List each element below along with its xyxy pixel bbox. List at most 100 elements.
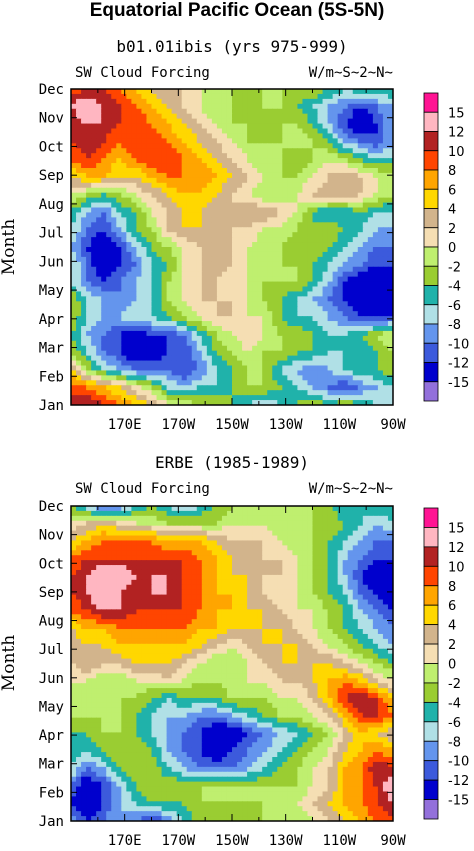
contour-cell <box>297 89 304 95</box>
contour-cell <box>96 535 102 542</box>
contour-cell <box>76 261 82 268</box>
contour-cell <box>121 301 127 307</box>
contour-cell <box>171 123 178 130</box>
contour-cell <box>277 365 283 372</box>
contour-cell <box>307 158 314 164</box>
contour-cell <box>252 395 258 401</box>
contour-cell <box>347 153 354 159</box>
contour-cell <box>367 192 374 199</box>
contour-cell <box>191 525 198 532</box>
contour-cell <box>176 380 183 386</box>
contour-cell <box>146 306 153 312</box>
contour-cell <box>282 380 288 386</box>
contour-cell <box>382 128 389 135</box>
contour-cell <box>131 232 138 238</box>
contour-cell <box>186 98 193 105</box>
contour-cell <box>282 390 288 396</box>
contour-cell <box>247 400 253 405</box>
contour-cell <box>176 365 183 372</box>
contour-cell <box>146 217 153 223</box>
contour-cell <box>362 340 369 347</box>
contour-cell <box>257 306 263 312</box>
contour-cell <box>267 158 273 164</box>
contour-cell <box>332 560 339 566</box>
contour-cell <box>247 291 253 297</box>
contour-cell <box>161 138 168 144</box>
contour-cell <box>121 98 127 105</box>
contour-cell <box>201 163 208 169</box>
contour-cell <box>242 340 248 347</box>
contour-cell <box>332 355 339 362</box>
contour-cell <box>357 128 364 135</box>
contour-cell <box>332 535 339 542</box>
contour-cell <box>237 143 243 149</box>
contour-cell <box>332 247 339 253</box>
contour-cell <box>111 335 117 342</box>
contour-cell <box>332 400 339 405</box>
contour-cell <box>196 350 203 357</box>
contour-cell <box>201 197 208 204</box>
contour-cell <box>292 242 299 248</box>
contour-cell <box>297 515 304 522</box>
contour-cell <box>232 301 238 307</box>
contour-cell <box>146 375 153 381</box>
contour-cell <box>81 242 87 248</box>
contour-cell <box>352 400 359 405</box>
contour-cell <box>282 360 288 367</box>
contour-cell <box>191 222 198 228</box>
contour-cell <box>206 306 213 312</box>
contour-cell <box>372 261 379 268</box>
contour-cell <box>161 113 168 120</box>
contour-cell <box>226 138 233 144</box>
contour-cell <box>81 276 87 283</box>
contour-cell <box>151 506 158 512</box>
contour-cell <box>377 400 384 405</box>
contour-cell <box>211 168 218 174</box>
contour-cell <box>372 400 379 405</box>
contour-cell <box>357 311 364 317</box>
contour-cell <box>216 227 223 233</box>
contour-cell <box>292 291 299 297</box>
contour-cell <box>242 276 248 283</box>
contour-cell <box>226 98 233 105</box>
contour-cell <box>292 355 299 362</box>
contour-cell <box>362 133 369 139</box>
contour-cell <box>257 108 263 115</box>
contour-cell <box>252 380 258 386</box>
contour-cell <box>121 535 127 542</box>
contour-cell <box>111 316 117 322</box>
contour-cell <box>141 266 148 273</box>
contour-cell <box>292 148 299 154</box>
contour-cell <box>151 330 158 337</box>
colorbar-label: 0 <box>448 241 456 256</box>
contour-cell <box>372 143 379 149</box>
contour-cell <box>387 148 393 154</box>
contour-cell <box>71 555 77 561</box>
contour-cell <box>136 560 143 566</box>
contour-cell <box>337 172 344 179</box>
contour-cell <box>211 311 218 317</box>
contour-cell <box>372 380 379 386</box>
contour-cell <box>352 306 359 312</box>
contour-cell <box>287 385 293 391</box>
contour-cell <box>277 217 283 223</box>
contour-cell <box>76 281 82 288</box>
contour-cell <box>232 227 238 233</box>
contour-cell <box>277 153 283 159</box>
contour-cell <box>121 540 127 546</box>
contour-cell <box>166 550 173 556</box>
contour-cell <box>216 335 223 342</box>
contour-cell <box>186 158 193 164</box>
contour-cell <box>96 133 102 139</box>
contour-cell <box>136 261 143 268</box>
contour-cell <box>191 335 198 342</box>
contour-cell <box>186 335 193 342</box>
contour-cell <box>136 197 143 204</box>
contour-cell <box>106 311 112 317</box>
contour-cell <box>71 153 77 159</box>
contour-cell <box>297 123 304 130</box>
contour-cell <box>91 540 97 546</box>
contour-cell <box>206 202 213 209</box>
contour-cell <box>327 103 334 110</box>
contour-cell <box>312 510 319 517</box>
